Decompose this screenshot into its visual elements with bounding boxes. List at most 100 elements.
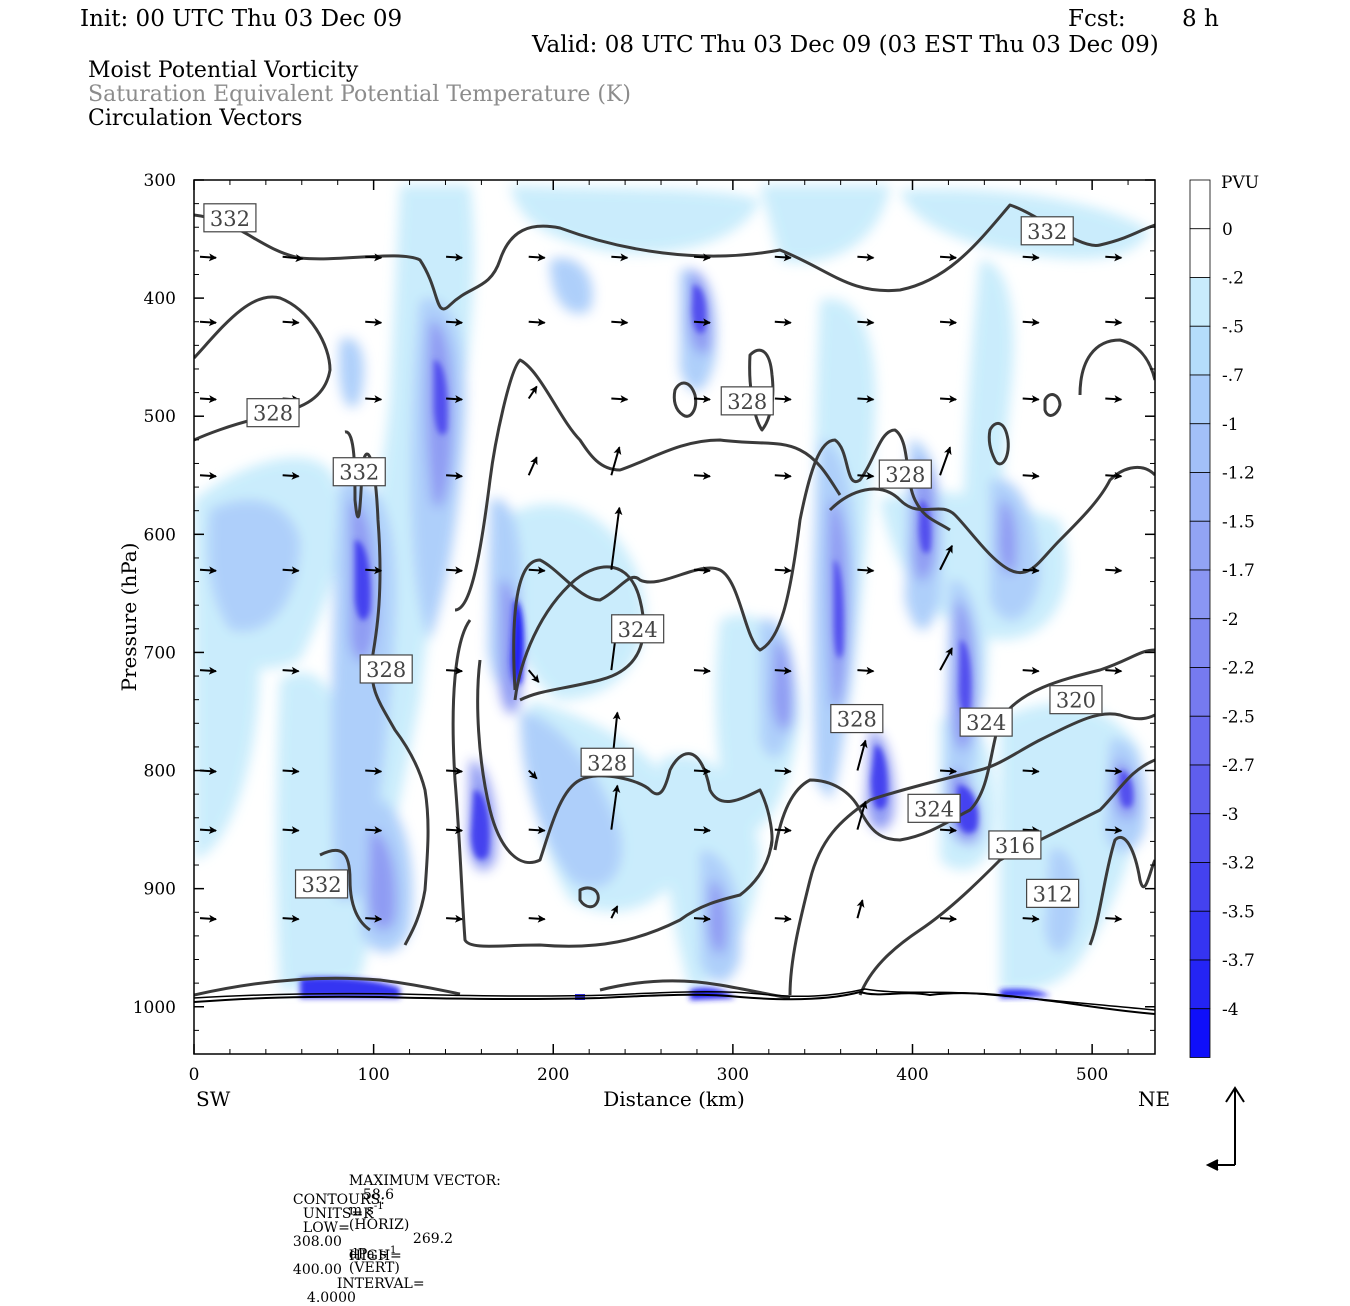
colorbar-swatch	[1189, 667, 1211, 717]
colorbar-level-label: -1.7	[1222, 561, 1255, 581]
circulation-vector	[774, 566, 792, 575]
circulation-vector	[365, 318, 383, 327]
contour-small-5	[578, 886, 600, 909]
circulation-vector	[693, 318, 711, 327]
contour-small-2	[987, 422, 1010, 466]
circulation-vector	[199, 566, 217, 575]
colorbar-level-label: -3.2	[1222, 854, 1255, 874]
colorbar-swatch	[1189, 277, 1211, 327]
contour-312	[858, 758, 1155, 996]
x-axis-label: Distance (km)	[603, 1087, 745, 1111]
surface-pressure-line	[194, 988, 1155, 1011]
circulation-vector	[365, 566, 383, 575]
circulation-vector	[282, 318, 300, 327]
circulation-vector	[1022, 767, 1040, 776]
circulation-vector	[774, 318, 792, 327]
x-tick-label: 0	[189, 1065, 200, 1085]
circulation-vector	[1105, 395, 1123, 404]
y-tick-label: 300	[144, 171, 176, 191]
contours-low-value: 308.00	[292, 1234, 342, 1250]
circulation-vector	[446, 826, 464, 835]
forecast-hour: 8 h	[1182, 6, 1219, 32]
colorbar-swatch	[1189, 618, 1211, 668]
colorbar-swatch	[1189, 179, 1211, 230]
contour-328-bottom	[476, 659, 774, 864]
sw-label: SW	[196, 1087, 231, 1111]
circulation-vector	[446, 318, 464, 327]
circulation-vector	[774, 395, 792, 404]
colorbar-swatch	[1189, 374, 1211, 425]
contour-332-mid	[344, 430, 430, 946]
circulation-vector	[528, 914, 546, 923]
circulation-vectors	[199, 253, 1123, 923]
circulation-vector	[199, 666, 217, 675]
circulation-vector	[365, 914, 383, 923]
contour-label: 332	[210, 207, 250, 231]
circulation-vector	[199, 471, 217, 480]
circulation-vector	[282, 826, 300, 835]
circulation-vector	[1022, 253, 1040, 262]
circulation-vector	[610, 446, 622, 476]
colorbar-level-label: -.7	[1222, 366, 1244, 386]
circulation-vector	[939, 253, 958, 262]
circulation-vector	[1105, 566, 1123, 575]
circulation-vector	[528, 566, 546, 575]
circulation-vector	[693, 666, 711, 675]
circulation-vector	[446, 914, 464, 923]
contour-332-left-low	[319, 848, 371, 932]
contour-label: 324	[966, 711, 1006, 735]
contours-line: CONTOURS: UNITS=K LOW= 308.00 HIGH= 400.…	[284, 1179, 425, 1305]
contour-label-box	[1049, 685, 1103, 715]
contour-label-box	[1026, 878, 1080, 908]
colorbar-swatch	[1189, 813, 1211, 863]
x-tick-label: 300	[717, 1065, 749, 1085]
circulation-vector	[857, 318, 875, 327]
circulation-vector	[199, 914, 217, 923]
y-axis-label: Pressure (hPa)	[117, 543, 141, 692]
colorbar-level-label: 0	[1222, 220, 1233, 240]
colorbar-level-label: -.2	[1222, 269, 1244, 289]
contour-label: 332	[339, 461, 379, 485]
contour-label: 324	[914, 797, 954, 821]
colorbar-level-label: -4	[1222, 1000, 1239, 1020]
circulation-vector	[1022, 566, 1040, 575]
circulation-vector	[1105, 767, 1123, 776]
circulation-vector	[527, 669, 540, 683]
contour-label: 312	[1033, 882, 1073, 906]
y-tick-label: 500	[144, 407, 176, 427]
circulation-vector	[856, 739, 868, 771]
plot-frame	[193, 179, 1156, 1055]
field-title-thetae: Saturation Equivalent Potential Temperat…	[88, 82, 631, 107]
circulation-vector	[1105, 914, 1123, 923]
circulation-vector	[446, 666, 464, 675]
circulation-vector	[693, 767, 711, 776]
circulation-vector	[1105, 318, 1123, 327]
circulation-vector	[856, 800, 868, 830]
thetae-contours	[194, 203, 1155, 1000]
circulation-vector	[611, 318, 629, 327]
colorbar-swatch	[1189, 862, 1211, 912]
circulation-vector	[282, 767, 300, 776]
contour-label-box	[988, 830, 1042, 860]
circulation-vector	[693, 253, 711, 262]
colorbar-level-label: -3.7	[1222, 951, 1255, 971]
circulation-vector	[1105, 826, 1123, 835]
circulation-vector	[446, 253, 464, 262]
circulation-vector	[939, 446, 952, 476]
cross-section-chart: 0 100 200 300 400 500 300 400 500 600 700 800 900 100…	[117, 171, 1259, 1171]
colorbar-swatch	[1189, 325, 1211, 376]
colorbar-level-label: -1.2	[1222, 464, 1255, 484]
contour-label: 316	[995, 834, 1035, 858]
circulation-vector	[939, 647, 953, 671]
contour-324-right	[828, 465, 1155, 575]
circulation-vector	[527, 385, 538, 400]
field-title-vectors: Circulation Vectors	[88, 106, 303, 131]
contour-label: 328	[587, 751, 627, 775]
circulation-vector	[282, 471, 300, 480]
circulation-vector	[693, 566, 711, 575]
circulation-vector	[365, 826, 383, 835]
circulation-vector	[528, 253, 546, 262]
circulation-vector	[939, 544, 953, 571]
contour-label: 328	[253, 402, 293, 426]
contour-label-box	[830, 703, 884, 734]
